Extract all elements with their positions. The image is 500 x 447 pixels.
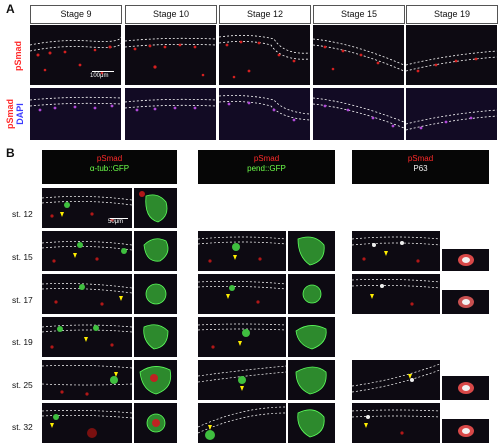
micrograph-b-tub-st19 — [42, 317, 132, 357]
inset-b-p63-st32 — [442, 419, 489, 443]
micrograph-a-dapi-stage9 — [30, 88, 121, 140]
inset-b-tub-st19 — [134, 317, 177, 357]
stage-label-15: Stage 15 — [313, 5, 405, 24]
micrograph-a-dapi-stage15 — [313, 88, 404, 140]
inset-b-pend-st19 — [288, 317, 335, 357]
micrograph-b-pend-st17 — [198, 274, 286, 314]
micrograph-a-psmad-stage15 — [313, 25, 404, 85]
column-header-pend: pSmad pend::GFP — [198, 150, 335, 184]
row-label-st12: st. 12 — [12, 209, 33, 219]
micrograph-b-p63-st32 — [352, 403, 440, 443]
inset-b-tub-st15 — [134, 231, 177, 271]
micrograph-b-pend-st25 — [198, 360, 286, 400]
panel-a-letter: A — [6, 2, 15, 16]
micrograph-b-pend-st32 — [198, 403, 286, 443]
micrograph-b-tub-st32 — [42, 403, 132, 443]
inset-b-tub-st32 — [134, 403, 177, 443]
scale-bar-b — [110, 218, 128, 219]
micrograph-b-tub-st17 — [42, 274, 132, 314]
micrograph-a-dapi-stage10 — [125, 88, 216, 140]
inset-b-p63-st25 — [442, 376, 489, 400]
micrograph-b-tub-st25 — [42, 360, 132, 400]
row-label-st25: st. 25 — [12, 380, 33, 390]
micrograph-b-tub-st15 — [42, 231, 132, 271]
stage-label-12: Stage 12 — [219, 5, 311, 24]
micrograph-b-tub-st12: 50μm — [42, 188, 132, 228]
micrograph-b-pend-st19 — [198, 317, 286, 357]
inset-b-p63-st15 — [442, 249, 489, 271]
micrograph-a-psmad-stage12 — [219, 25, 310, 85]
micrograph-a-psmad-stage9: 100μm — [30, 25, 121, 85]
micrograph-a-psmad-stage19 — [406, 25, 497, 85]
inset-b-tub-st25 — [134, 360, 177, 400]
row-label-st17: st. 17 — [12, 295, 33, 305]
micrograph-b-pend-st15 — [198, 231, 286, 271]
inset-b-tub-st17 — [134, 274, 177, 314]
inset-b-pend-st17 — [288, 274, 335, 314]
micrograph-b-p63-st17 — [352, 274, 440, 314]
scale-bar-a — [92, 71, 114, 72]
inset-b-pend-st15 — [288, 231, 335, 271]
micrograph-a-psmad-stage10 — [125, 25, 216, 85]
stage-label-19: Stage 19 — [406, 5, 498, 24]
row-label-st15: st. 15 — [12, 252, 33, 262]
row-label-st32: st. 32 — [12, 422, 33, 432]
stage-label-10: Stage 10 — [125, 5, 217, 24]
inset-b-pend-st32 — [288, 403, 335, 443]
scale-bar-label-b: 50μm — [108, 219, 124, 225]
scale-bar-label-a: 100μm — [90, 73, 109, 79]
inset-b-p63-st17 — [442, 290, 489, 314]
micrograph-a-dapi-stage12 — [219, 88, 310, 140]
inset-b-pend-st25 — [288, 360, 335, 400]
panel-b-letter: B — [6, 146, 15, 160]
stage-label-9: Stage 9 — [30, 5, 122, 24]
column-header-p63: pSmad P63 — [352, 150, 489, 184]
row-label-psmad: pSmad — [13, 40, 23, 72]
row-label-dapi: DAPI — [15, 103, 25, 125]
row-label-st19: st. 19 — [12, 337, 33, 347]
micrograph-b-p63-st15 — [352, 231, 440, 271]
column-header-alpha-tub: pSmad α-tub::GFP — [42, 150, 177, 184]
micrograph-b-p63-st25 — [352, 360, 440, 400]
inset-b-tub-st12 — [134, 188, 177, 228]
micrograph-a-dapi-stage19 — [406, 88, 497, 140]
